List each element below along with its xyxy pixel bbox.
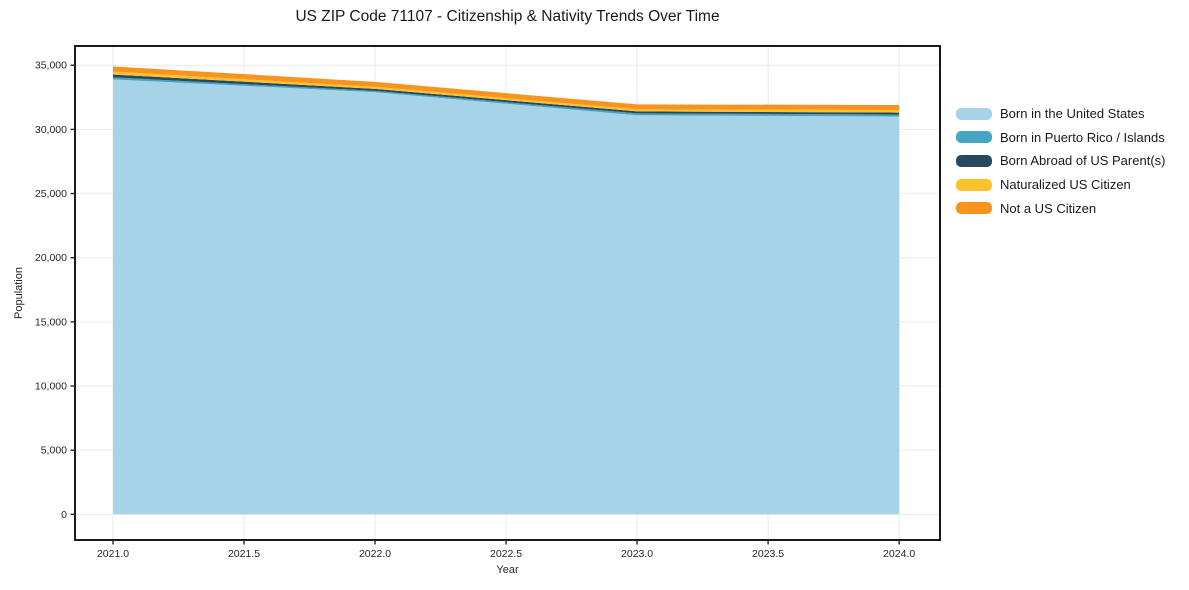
chart-title: US ZIP Code 71107 - Citizenship & Nativi…: [295, 8, 720, 25]
legend-swatch: [956, 202, 992, 215]
y-tick-label: 25,000: [35, 188, 67, 200]
x-tick-label: 2022.0: [359, 548, 391, 560]
x-tick-label: 2021.5: [228, 548, 260, 560]
legend: Born in the United States Born in Puerto …: [956, 102, 1165, 220]
y-tick-label: 10,000: [35, 381, 67, 393]
legend-item: Naturalized US Citizen: [956, 173, 1165, 197]
x-tick-label: 2024.0: [883, 548, 915, 560]
legend-label: Naturalized US Citizen: [1000, 177, 1131, 193]
y-tick-label: 20,000: [35, 252, 67, 264]
legend-label: Born in Puerto Rico / Islands: [1000, 129, 1165, 145]
legend-swatch: [956, 131, 992, 144]
x-tick-label: 2023.0: [621, 548, 653, 560]
x-tick-label: 2022.5: [490, 548, 522, 560]
x-tick-label: 2021.0: [97, 548, 129, 560]
legend-label: Born in the United States: [1000, 106, 1145, 122]
legend-swatch: [956, 178, 992, 191]
y-tick-label: 35,000: [35, 60, 67, 72]
y-tick-label: 30,000: [35, 124, 67, 136]
x-axis-label: Year: [496, 564, 519, 576]
plot-frame: [74, 45, 941, 541]
y-tick-label: 15,000: [35, 316, 67, 328]
legend-item: Born in the United States: [956, 102, 1165, 126]
x-tick-label: 2023.5: [752, 548, 784, 560]
area-series-0: [113, 79, 900, 515]
area-series-4: [113, 66, 900, 110]
y-tick-label: 0: [61, 509, 67, 521]
legend-item: Born Abroad of US Parent(s): [956, 149, 1165, 173]
legend-item: Born in Puerto Rico / Islands: [956, 126, 1165, 150]
legend-swatch: [956, 107, 992, 120]
y-tick-label: 5,000: [41, 445, 67, 457]
legend-item: Not a US Citizen: [956, 196, 1165, 220]
legend-label: Born Abroad of US Parent(s): [1000, 153, 1166, 169]
legend-label: Not a US Citizen: [1000, 200, 1097, 216]
legend-swatch: [956, 154, 992, 167]
